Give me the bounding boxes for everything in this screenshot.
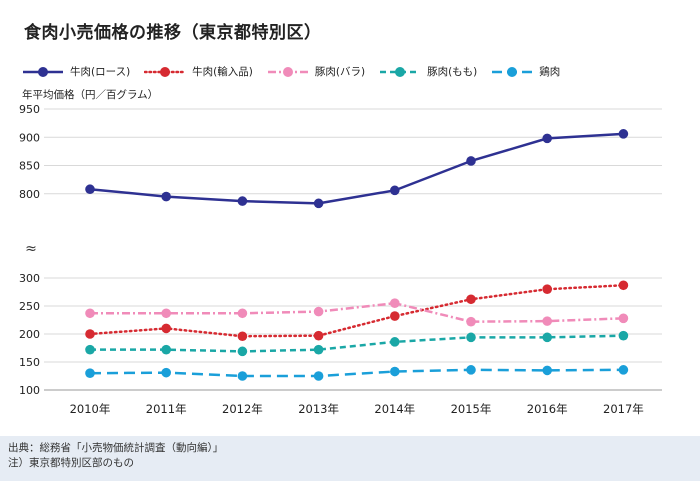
legend-label-series-1: 牛肉(輸入品) — [192, 66, 253, 78]
data-point-s1-5 — [466, 294, 476, 305]
data-point-s0-7 — [618, 129, 629, 139]
data-point-s2-2 — [237, 308, 248, 319]
data-point-s0-6 — [542, 133, 552, 144]
legend-marker-series-4 — [492, 66, 533, 77]
chart-title: 食肉小売価格の推移（東京都特別区） — [24, 23, 322, 43]
data-point-s1-2 — [237, 331, 248, 342]
legend-label-series-0: 牛肉(ロース) — [70, 66, 131, 78]
x-tick-label-3: 2013年 — [298, 402, 339, 416]
x-tick-label-7: 2017年 — [603, 402, 644, 416]
data-point-s4-3 — [313, 371, 324, 381]
data-point-s3-6 — [542, 332, 552, 343]
legend-item-series-2: 豚肉(バラ) — [267, 64, 365, 79]
series-line-4 — [89, 368, 624, 378]
data-point-s3-1 — [161, 344, 171, 355]
series-line-3 — [90, 334, 624, 353]
y-tick-label-150: 150 — [19, 356, 40, 369]
data-point-s3-4 — [390, 337, 400, 347]
footnote: 注）東京都特別区部のもの — [8, 457, 134, 469]
data-point-s2-4 — [390, 298, 400, 309]
data-point-s3-3 — [313, 344, 324, 355]
y-axis-label: 年平均価格（円／百グラム） — [22, 89, 159, 101]
data-point-s1-4 — [390, 311, 400, 321]
y-tick-label-900: 900 — [19, 131, 40, 144]
y-tick-label-800: 800 — [19, 188, 40, 201]
chart-legend: 牛肉(ロース) 牛肉(輸入品) 豚肉(バラ) 豚肉(もも) — [22, 64, 574, 79]
data-point-s4-2 — [237, 371, 248, 381]
data-point-s1-3 — [313, 330, 324, 341]
line-chart: 100 150 200 250 300 800 850 900 950 ≈2010年 2011年 20… — [19, 103, 662, 416]
data-point-s3-2 — [237, 346, 248, 357]
series-line-1 — [88, 284, 625, 338]
data-point-s4-5 — [466, 365, 476, 375]
legend-item-series-0: 牛肉(ロース) — [22, 64, 130, 79]
data-point-s3-5 — [466, 332, 476, 343]
x-tick-label-1: 2011年 — [146, 402, 187, 416]
y-tick-label-300: 300 — [19, 272, 40, 285]
y-tick-label-200: 200 — [19, 328, 40, 341]
data-point-s0-0 — [85, 184, 95, 195]
data-point-s3-7 — [618, 330, 629, 341]
data-point-s2-5 — [466, 316, 476, 327]
legend-item-series-4: 鶏肉 — [491, 64, 560, 79]
legend-label-series-2: 豚肉(バラ) — [314, 66, 366, 78]
x-tick-label-4: 2014年 — [374, 402, 415, 416]
data-point-s1-7 — [618, 280, 629, 291]
data-point-s0-1 — [161, 191, 171, 202]
data-point-s0-3 — [313, 198, 324, 209]
legend-item-series-1: 牛肉(輸入品) — [144, 64, 253, 79]
data-point-s1-1 — [161, 323, 171, 334]
series-line-0 — [89, 132, 624, 205]
data-point-s2-7 — [618, 313, 629, 324]
data-point-s0-2 — [237, 196, 248, 206]
legend-marker-series-1 — [144, 66, 187, 77]
x-tick-label-0: 2010年 — [70, 402, 111, 416]
data-point-s1-6 — [542, 284, 552, 295]
data-point-s2-3 — [313, 306, 324, 317]
data-point-s2-0 — [85, 308, 95, 319]
x-tick-label-2: 2012年 — [222, 402, 263, 416]
x-tick-label-6: 2016年 — [527, 402, 568, 416]
data-point-s0-4 — [390, 185, 400, 196]
legend-label-series-4: 鶏肉 — [539, 66, 561, 78]
data-point-s3-0 — [85, 344, 95, 355]
y-tick-label-100: 100 — [19, 384, 40, 397]
data-point-s4-0 — [85, 368, 95, 379]
data-point-s4-6 — [542, 365, 552, 376]
axis-break-symbol: ≈ — [25, 241, 37, 257]
data-point-s2-1 — [161, 308, 171, 319]
data-point-s4-1 — [161, 367, 171, 378]
legend-marker-series-2 — [267, 66, 308, 77]
source-note: 出典：総務省「小売物価統計調査（動向編）」 — [8, 442, 224, 454]
y-tick-label-850: 850 — [19, 160, 40, 173]
x-tick-label-5: 2015年 — [451, 402, 492, 416]
legend-marker-series-0 — [23, 66, 63, 77]
chart-footer: 出典：総務省「小売物価統計調査（動向編）」 注）東京都特別区部のもの — [8, 441, 223, 471]
legend-label-series-3: 豚肉(もも) — [427, 66, 478, 78]
data-point-s0-5 — [466, 156, 476, 166]
legend-marker-series-3 — [380, 66, 421, 77]
y-tick-label-250: 250 — [19, 300, 40, 313]
data-point-s2-6 — [542, 316, 552, 326]
data-point-s1-0 — [85, 329, 95, 339]
data-point-s4-4 — [390, 366, 400, 377]
y-tick-label-950: 950 — [19, 103, 40, 116]
data-point-s4-7 — [618, 365, 629, 375]
legend-item-series-3: 豚肉(もも) — [379, 64, 477, 79]
chart-card: 食肉小売価格の推移（東京都特別区） 牛肉(ロース) 牛肉(輸入品) 豚肉(バラ) — [0, 0, 700, 436]
